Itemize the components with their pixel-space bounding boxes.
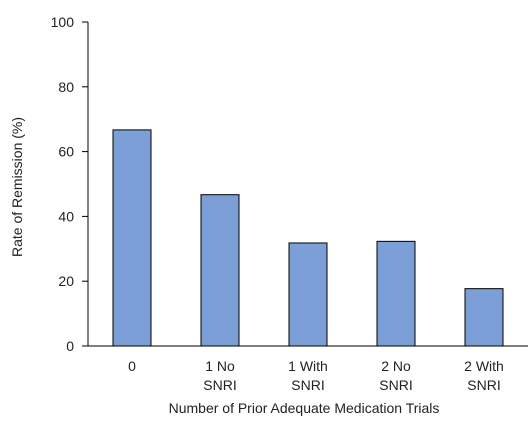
y-tick-label: 0 (66, 338, 74, 354)
bars (112, 129, 504, 347)
x-axis-title: Number of Prior Adequate Medication Tria… (169, 400, 440, 416)
bar (464, 288, 504, 347)
y-tick-label: 80 (58, 79, 74, 95)
y-tick-label: 20 (58, 273, 74, 289)
x-tick-label: 2 No SNRI (379, 358, 412, 393)
x-tick-label: 1 With SNRI (288, 358, 328, 393)
x-axis: 0 1 No SNRI 1 With SNRI 2 No SNRI 2 With SNRI (88, 345, 528, 393)
y-tick-label: 60 (58, 144, 74, 160)
y-axis: 0 20 40 60 80 100 (51, 14, 89, 354)
x-tick-label: 2 With SNRI (464, 358, 504, 393)
y-axis-title: Rate of Remission (%) (9, 117, 25, 257)
bar (376, 240, 416, 347)
y-tick-label: 40 (58, 208, 74, 224)
bar (200, 194, 240, 347)
x-tick-label: 0 (128, 358, 136, 374)
bar (112, 129, 152, 347)
bar (288, 242, 328, 347)
y-tick-label: 100 (51, 14, 75, 30)
x-tick-label: 1 No SNRI (203, 358, 236, 393)
